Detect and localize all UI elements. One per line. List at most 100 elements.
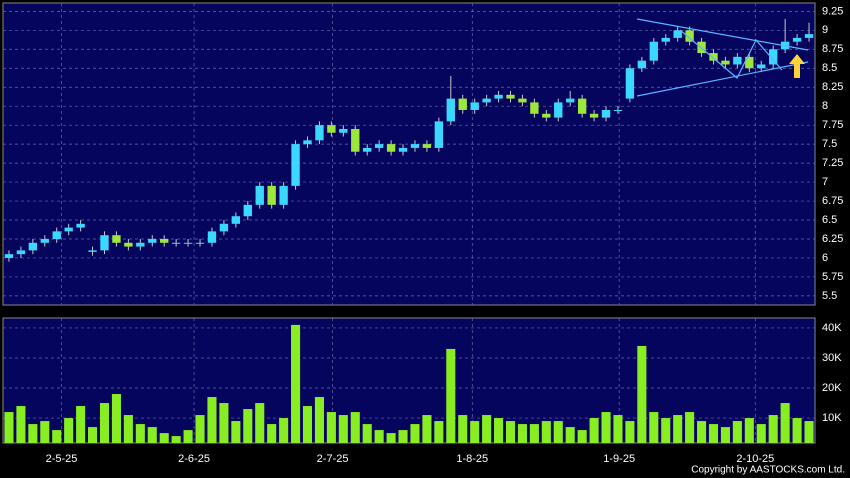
plot-layer: 5.5 5.75 6 6.25 6.5 6.75 7 7.25 7.5 7.75 8 8.25 8.5 8…	[3, 3, 843, 465]
volume-bar	[123, 415, 133, 443]
y-tick-label: 5.75	[822, 271, 843, 283]
volume-bar	[64, 418, 74, 443]
candle-body	[303, 140, 312, 145]
volume-bar	[577, 430, 587, 443]
copyright: Copyright by AASTOCKS.com Ltd.	[691, 465, 845, 476]
y-tick-label: 7	[822, 176, 828, 188]
candle-body	[88, 250, 97, 252]
volume-bar	[529, 424, 539, 443]
volume-bar	[219, 403, 229, 443]
volume-bar	[637, 345, 647, 443]
volume-bar	[231, 421, 241, 443]
candle-body	[243, 204, 252, 217]
volume-bar	[147, 427, 157, 443]
volume-bar	[255, 403, 265, 443]
x-tick-label: 1-8-25	[456, 453, 488, 465]
candle-body	[4, 254, 14, 258]
candle-body	[291, 144, 300, 186]
y-tick-label: 7.75	[822, 119, 843, 131]
volume-bar	[111, 394, 121, 443]
candle-body	[566, 98, 575, 103]
volume-bar	[171, 436, 181, 443]
volume-bar	[553, 421, 563, 443]
candle-body	[351, 128, 360, 152]
candle-body	[745, 56, 754, 69]
volume-bar	[434, 421, 444, 443]
y-tick-label: 40K	[822, 322, 842, 334]
candle-body	[363, 147, 372, 152]
volume-bar	[804, 421, 814, 443]
y-tick-label: 5.5	[822, 290, 837, 302]
candle-body	[637, 60, 647, 69]
y-tick-label: 6.75	[822, 195, 843, 207]
candle-body	[458, 98, 467, 110]
x-tick-label: 2-10-25	[736, 453, 774, 465]
y-tick-label: 9.25	[822, 5, 843, 17]
y-tick-label: 7.25	[822, 157, 843, 169]
volume-bar	[661, 418, 671, 443]
candle-body	[315, 125, 324, 141]
candle-body	[136, 242, 145, 247]
volume-bar	[374, 430, 384, 443]
candle-body	[76, 223, 85, 228]
candle-body	[804, 34, 814, 38]
candle-body	[16, 250, 26, 255]
trend-lines	[636, 18, 809, 97]
volume-bar	[302, 406, 313, 443]
candle-body	[518, 98, 527, 103]
volume-bar	[708, 424, 719, 443]
volume-bar	[88, 427, 98, 443]
volume-bar	[4, 412, 14, 443]
volume-bar	[314, 397, 324, 443]
y-tick-label: 20K	[822, 382, 842, 394]
volume-bar	[422, 415, 432, 443]
candle-body	[589, 113, 599, 118]
candle-body	[554, 102, 563, 118]
candle-body	[64, 227, 73, 232]
candle-body	[255, 185, 264, 205]
volume-bar	[16, 406, 26, 443]
arrow-icon	[789, 54, 805, 78]
candle-body	[792, 37, 802, 42]
volume-bar	[541, 421, 551, 443]
candle-body	[148, 238, 157, 243]
candle-body	[601, 109, 611, 118]
candle-body	[410, 144, 420, 148]
candle-body	[267, 185, 276, 205]
candle-body	[124, 242, 133, 247]
volume-bar	[159, 433, 169, 443]
candle-body	[171, 242, 181, 244]
candle-body	[52, 231, 61, 239]
y-tick-label: 6	[822, 252, 828, 264]
volume-bar	[685, 412, 695, 443]
volume-bar	[398, 430, 408, 443]
x-tick-label: 2-6-25	[178, 453, 210, 465]
y-tick-label: 8	[822, 100, 828, 112]
y-tick-label: 8.75	[822, 43, 843, 55]
volume-bar	[601, 412, 611, 443]
candle-body	[279, 185, 288, 205]
volume-bar	[40, 421, 50, 443]
y-tick-label: 8.5	[822, 62, 837, 74]
candle-body	[446, 98, 455, 122]
candle-body	[219, 223, 229, 232]
candle-body	[757, 64, 766, 69]
volume-bar	[505, 421, 516, 443]
candle-body	[40, 238, 49, 243]
candle-body	[709, 53, 718, 61]
candle-body	[207, 231, 217, 243]
y-tick-label: 6.5	[822, 214, 837, 226]
volume-bar	[470, 421, 480, 443]
candle-body	[769, 49, 778, 65]
volume-bar	[386, 433, 396, 443]
y-tick-label: 9	[822, 24, 828, 36]
candle-body	[100, 235, 109, 251]
candle-body	[327, 125, 336, 133]
x-tick-label: 1-9-25	[603, 453, 635, 465]
candle-body	[183, 242, 193, 244]
candle-body	[613, 109, 623, 111]
candle-body	[625, 68, 635, 99]
volume-bar	[362, 424, 372, 443]
volume-bar	[99, 403, 110, 443]
volume-bar	[195, 415, 205, 443]
